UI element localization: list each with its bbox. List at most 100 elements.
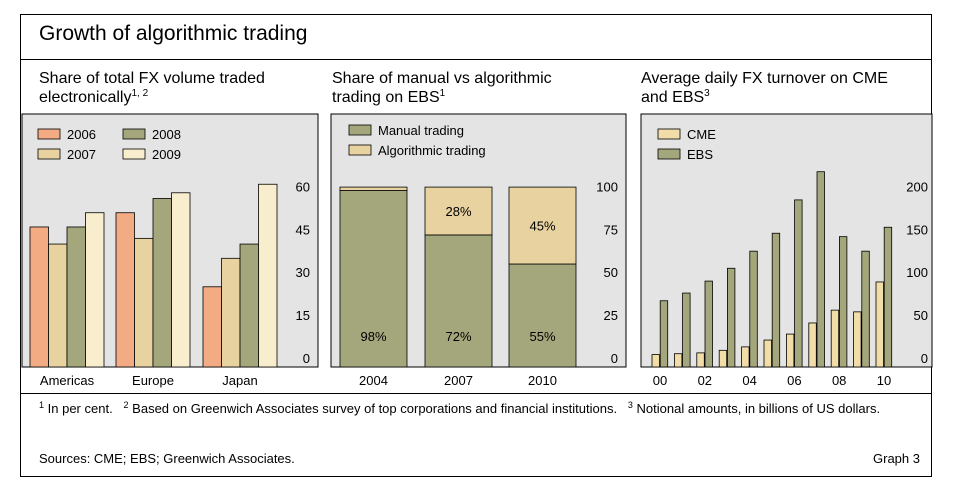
footer-separator [20,393,932,394]
bar-segment [424,234,493,368]
y-tick-label: 25 [604,308,618,323]
bar [839,236,848,368]
x-tick-label: 2004 [359,373,388,388]
legend-swatch [37,128,61,140]
legend-swatch [657,128,681,140]
bar [115,212,135,368]
bar [718,349,728,368]
x-tick-label: 2007 [444,373,473,388]
legend-swatch [657,148,681,160]
bar [749,250,758,368]
bar [221,257,241,368]
bar [816,171,825,368]
legend-swatch [348,144,372,156]
data-label: 98% [360,329,386,344]
bar [29,226,49,368]
bar [134,237,154,368]
bar-segment [424,186,493,236]
data-label: 28% [445,204,471,219]
x-tick-label: 10 [877,373,891,388]
bar [202,286,222,368]
title-separator [20,59,932,60]
bar [258,183,278,368]
x-tick-label: 04 [742,373,756,388]
bar [853,311,862,368]
legend-label: EBS [687,147,713,162]
x-tick-label: 06 [787,373,801,388]
data-label: 55% [529,329,555,344]
legend-swatch [348,124,372,136]
legend-label: 2009 [152,147,181,162]
data-label: 45% [529,219,555,234]
bar [696,352,705,368]
panel-1-chart: 0 15 30 45 60 Americas Europe Japan 2006 2007 2008… [21,113,319,388]
x-tick-label: 00 [653,373,667,388]
graph-title: Growth of algorithmic trading [39,22,308,45]
footnote: 1 In per cent. 2 Based on Greenwich Asso… [39,400,881,417]
bar [85,212,105,368]
bar [704,280,713,368]
panel-2-chart: 0 25 50 75 100 98% 2004 72% 28% 2007 55% 45% 2010 Man… [330,113,627,388]
bar [741,346,750,368]
bar [861,250,870,368]
bar-segment [508,263,577,368]
bar [771,232,781,368]
y-tick-label: 0 [611,351,618,366]
bar [171,192,191,368]
y-tick-label: 100 [906,265,928,280]
y-tick-label: 45 [296,222,310,237]
bar [682,292,691,368]
y-tick-label: 50 [914,308,928,323]
legend-swatch [122,148,146,160]
bar [659,300,669,368]
graph-number: Graph 3 [873,451,920,466]
legend-label: CME [687,127,716,142]
bar-segment [339,190,408,368]
panel-1-title: Share of total FX volume traded electron… [39,70,265,106]
x-tick-label: 2010 [528,373,557,388]
sources: Sources: CME; EBS; Greenwich Associates. [39,451,295,466]
bar [674,353,683,368]
bar [786,333,795,368]
x-tick-label: Europe [132,373,174,388]
y-tick-label: 200 [906,180,928,195]
legend-label: 2007 [67,147,96,162]
y-tick-label: 150 [906,222,928,237]
x-tick-label: Americas [40,373,95,388]
bar [651,354,660,368]
bar [808,322,817,368]
y-tick-label: 15 [296,308,310,323]
bar [239,243,259,368]
bar [830,309,840,368]
y-tick-label: 0 [303,351,310,366]
bar [152,198,172,368]
x-tick-label: 02 [698,373,712,388]
x-tick-label: Japan [222,373,257,388]
bar [875,281,884,368]
y-tick-label: 50 [604,265,618,280]
legend-label: 2008 [152,127,181,142]
y-tick-label: 75 [604,222,618,237]
panel-3-title: Average daily FX turnover on CME and EBS… [641,70,888,106]
bar [48,243,68,368]
y-tick-label: 30 [296,265,310,280]
bar [794,199,803,368]
legend-swatch [122,128,146,140]
panel-3-chart: 0 50 100 150 200 00 02 04 06 08 10 CME EBS [640,113,933,388]
bar-segment [508,186,577,265]
bar [883,226,893,368]
legend-label: Manual trading [378,123,464,138]
bar [727,267,736,368]
y-tick-label: 0 [921,351,928,366]
legend-label: 2006 [67,127,96,142]
x-tick-label: 08 [832,373,846,388]
y-tick-label: 100 [596,180,618,195]
bar [763,339,772,368]
y-tick-label: 60 [296,180,310,195]
bar [66,226,86,368]
bar-segment [339,186,408,191]
legend-swatch [37,148,61,160]
data-label: 72% [445,329,471,344]
legend-label: Algorithmic trading [378,143,486,158]
